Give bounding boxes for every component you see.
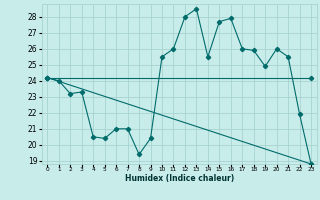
X-axis label: Humidex (Indice chaleur): Humidex (Indice chaleur): [124, 174, 234, 183]
